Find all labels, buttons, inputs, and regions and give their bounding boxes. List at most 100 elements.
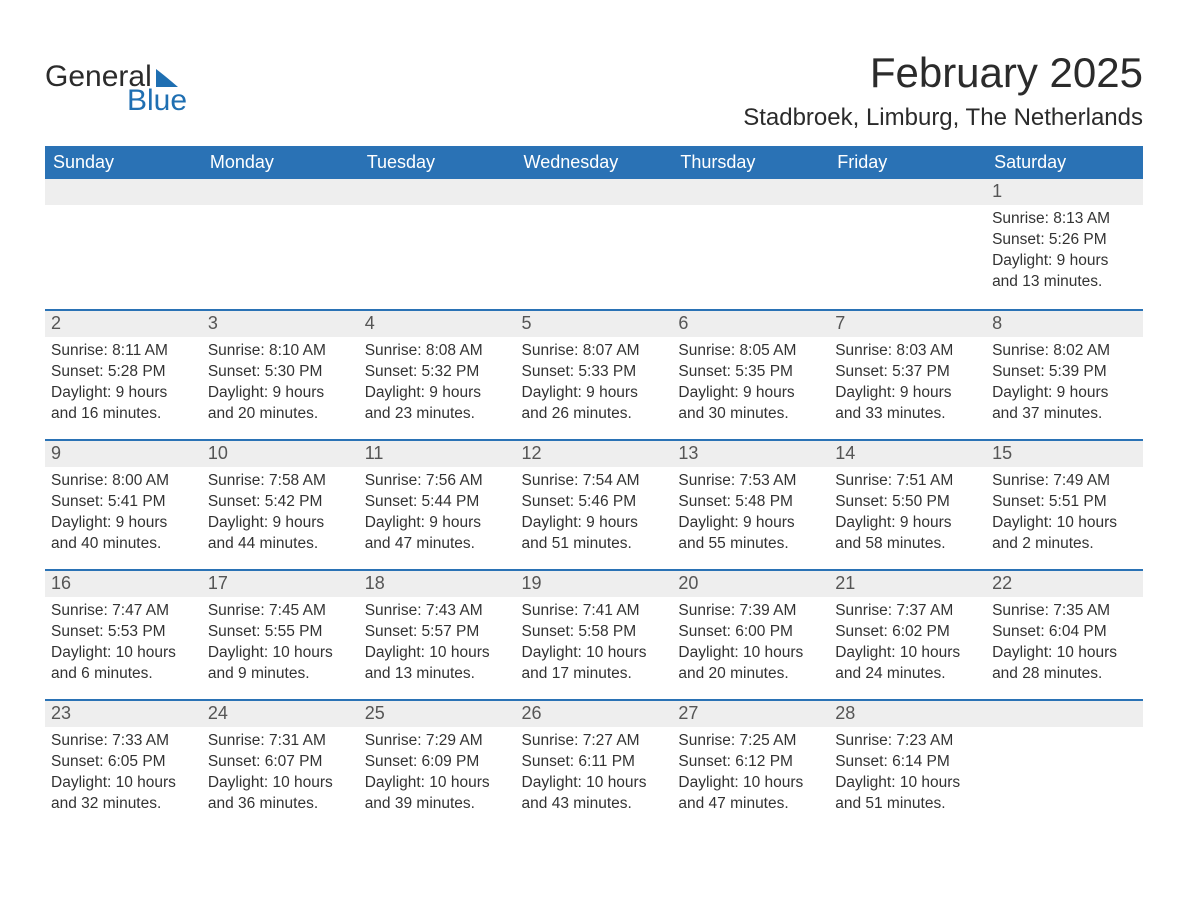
sunrise-text: Sunrise: 8:07 AM [522, 341, 667, 362]
daylight-line-2: and 30 minutes. [678, 404, 823, 425]
sunrise-text: Sunrise: 8:08 AM [365, 341, 510, 362]
day-number: 12 [516, 439, 673, 467]
day-number: 18 [359, 569, 516, 597]
daylight-line-2: and 6 minutes. [51, 664, 196, 685]
logo-word-2: Blue [127, 86, 187, 116]
sunset-text: Sunset: 5:57 PM [365, 622, 510, 643]
sunrise-text: Sunrise: 8:05 AM [678, 341, 823, 362]
daylight-line-1: Daylight: 10 hours [992, 513, 1137, 534]
title-block: February 2025 Stadbroek, Limburg, The Ne… [743, 50, 1143, 132]
weekday-header: Friday [829, 146, 986, 179]
day-body: Sunrise: 7:54 AMSunset: 5:46 PMDaylight:… [516, 467, 673, 561]
day-body: Sunrise: 7:58 AMSunset: 5:42 PMDaylight:… [202, 467, 359, 561]
day-number-bar [986, 699, 1143, 727]
sunset-text: Sunset: 6:12 PM [678, 752, 823, 773]
day-number: 28 [829, 699, 986, 727]
daylight-line-1: Daylight: 9 hours [992, 251, 1137, 272]
sunrise-text: Sunrise: 7:31 AM [208, 731, 353, 752]
sunset-text: Sunset: 5:37 PM [835, 362, 980, 383]
day-number: 10 [202, 439, 359, 467]
daylight-line-1: Daylight: 10 hours [522, 643, 667, 664]
daylight-line-2: and 51 minutes. [835, 794, 980, 815]
sunrise-text: Sunrise: 7:56 AM [365, 471, 510, 492]
day-number: 7 [829, 309, 986, 337]
sunrise-text: Sunrise: 8:03 AM [835, 341, 980, 362]
day-cell: 18Sunrise: 7:43 AMSunset: 5:57 PMDayligh… [359, 569, 516, 699]
day-body: Sunrise: 7:45 AMSunset: 5:55 PMDaylight:… [202, 597, 359, 691]
week-row: 9Sunrise: 8:00 AMSunset: 5:41 PMDaylight… [45, 439, 1143, 569]
day-cell: 13Sunrise: 7:53 AMSunset: 5:48 PMDayligh… [672, 439, 829, 569]
day-number: 24 [202, 699, 359, 727]
sunset-text: Sunset: 5:53 PM [51, 622, 196, 643]
sunrise-text: Sunrise: 8:11 AM [51, 341, 196, 362]
day-cell: 19Sunrise: 7:41 AMSunset: 5:58 PMDayligh… [516, 569, 673, 699]
daylight-line-1: Daylight: 9 hours [208, 383, 353, 404]
day-body: Sunrise: 7:25 AMSunset: 6:12 PMDaylight:… [672, 727, 829, 821]
day-body: Sunrise: 7:43 AMSunset: 5:57 PMDaylight:… [359, 597, 516, 691]
sunrise-text: Sunrise: 7:33 AM [51, 731, 196, 752]
day-cell: 20Sunrise: 7:39 AMSunset: 6:00 PMDayligh… [672, 569, 829, 699]
day-body: Sunrise: 7:39 AMSunset: 6:00 PMDaylight:… [672, 597, 829, 691]
day-cell: 25Sunrise: 7:29 AMSunset: 6:09 PMDayligh… [359, 699, 516, 829]
sunrise-text: Sunrise: 7:37 AM [835, 601, 980, 622]
day-number: 17 [202, 569, 359, 597]
daylight-line-2: and 32 minutes. [51, 794, 196, 815]
daylight-line-1: Daylight: 10 hours [678, 643, 823, 664]
daylight-line-2: and 39 minutes. [365, 794, 510, 815]
daylight-line-1: Daylight: 10 hours [992, 643, 1137, 664]
sunrise-text: Sunrise: 8:13 AM [992, 209, 1137, 230]
calendar-table: Sunday Monday Tuesday Wednesday Thursday… [45, 146, 1143, 829]
daylight-line-2: and 47 minutes. [365, 534, 510, 555]
day-cell: 15Sunrise: 7:49 AMSunset: 5:51 PMDayligh… [986, 439, 1143, 569]
day-cell: 22Sunrise: 7:35 AMSunset: 6:04 PMDayligh… [986, 569, 1143, 699]
week-row: 23Sunrise: 7:33 AMSunset: 6:05 PMDayligh… [45, 699, 1143, 829]
sunset-text: Sunset: 5:58 PM [522, 622, 667, 643]
day-body: Sunrise: 7:51 AMSunset: 5:50 PMDaylight:… [829, 467, 986, 561]
daylight-line-2: and 13 minutes. [992, 272, 1137, 293]
sunset-text: Sunset: 5:41 PM [51, 492, 196, 513]
day-cell: 26Sunrise: 7:27 AMSunset: 6:11 PMDayligh… [516, 699, 673, 829]
daylight-line-1: Daylight: 10 hours [51, 773, 196, 794]
daylight-line-2: and 43 minutes. [522, 794, 667, 815]
daylight-line-2: and 20 minutes. [678, 664, 823, 685]
day-number-bar [359, 179, 516, 205]
day-body [986, 727, 1143, 817]
sunset-text: Sunset: 5:39 PM [992, 362, 1137, 383]
sunset-text: Sunset: 5:30 PM [208, 362, 353, 383]
day-cell: 7 Sunrise: 8:03 AMSunset: 5:37 PMDaylight… [829, 309, 986, 439]
daylight-line-2: and 44 minutes. [208, 534, 353, 555]
sunrise-text: Sunrise: 7:41 AM [522, 601, 667, 622]
day-body: Sunrise: 7:53 AMSunset: 5:48 PMDaylight:… [672, 467, 829, 561]
calendar-page: General Blue February 2025 Stadbroek, Li… [0, 0, 1188, 869]
sunrise-text: Sunrise: 7:23 AM [835, 731, 980, 752]
day-number-bar [516, 179, 673, 205]
daylight-line-1: Daylight: 10 hours [835, 773, 980, 794]
day-body [202, 205, 359, 295]
week-row: 16Sunrise: 7:47 AMSunset: 5:53 PMDayligh… [45, 569, 1143, 699]
daylight-line-2: and 33 minutes. [835, 404, 980, 425]
day-number: 13 [672, 439, 829, 467]
day-body: Sunrise: 7:35 AMSunset: 6:04 PMDaylight:… [986, 597, 1143, 691]
daylight-line-1: Daylight: 10 hours [208, 643, 353, 664]
sunrise-text: Sunrise: 8:00 AM [51, 471, 196, 492]
day-body [359, 205, 516, 295]
day-cell: 10Sunrise: 7:58 AMSunset: 5:42 PMDayligh… [202, 439, 359, 569]
day-number: 1 [986, 179, 1143, 205]
day-number: 21 [829, 569, 986, 597]
sunrise-text: Sunrise: 7:25 AM [678, 731, 823, 752]
weekday-header: Sunday [45, 146, 202, 179]
day-number: 5 [516, 309, 673, 337]
sunset-text: Sunset: 6:02 PM [835, 622, 980, 643]
sunrise-text: Sunrise: 8:10 AM [208, 341, 353, 362]
page-header: General Blue February 2025 Stadbroek, Li… [45, 50, 1143, 132]
sunrise-text: Sunrise: 7:29 AM [365, 731, 510, 752]
daylight-line-2: and 55 minutes. [678, 534, 823, 555]
day-body: Sunrise: 7:37 AMSunset: 6:02 PMDaylight:… [829, 597, 986, 691]
sunset-text: Sunset: 5:32 PM [365, 362, 510, 383]
daylight-line-1: Daylight: 9 hours [835, 383, 980, 404]
day-cell: 14Sunrise: 7:51 AMSunset: 5:50 PMDayligh… [829, 439, 986, 569]
weekday-header: Tuesday [359, 146, 516, 179]
daylight-line-1: Daylight: 9 hours [992, 383, 1137, 404]
day-cell: 4Sunrise: 8:08 AMSunset: 5:32 PMDaylight… [359, 309, 516, 439]
week-row: 1Sunrise: 8:13 AMSunset: 5:26 PMDaylight… [45, 179, 1143, 309]
